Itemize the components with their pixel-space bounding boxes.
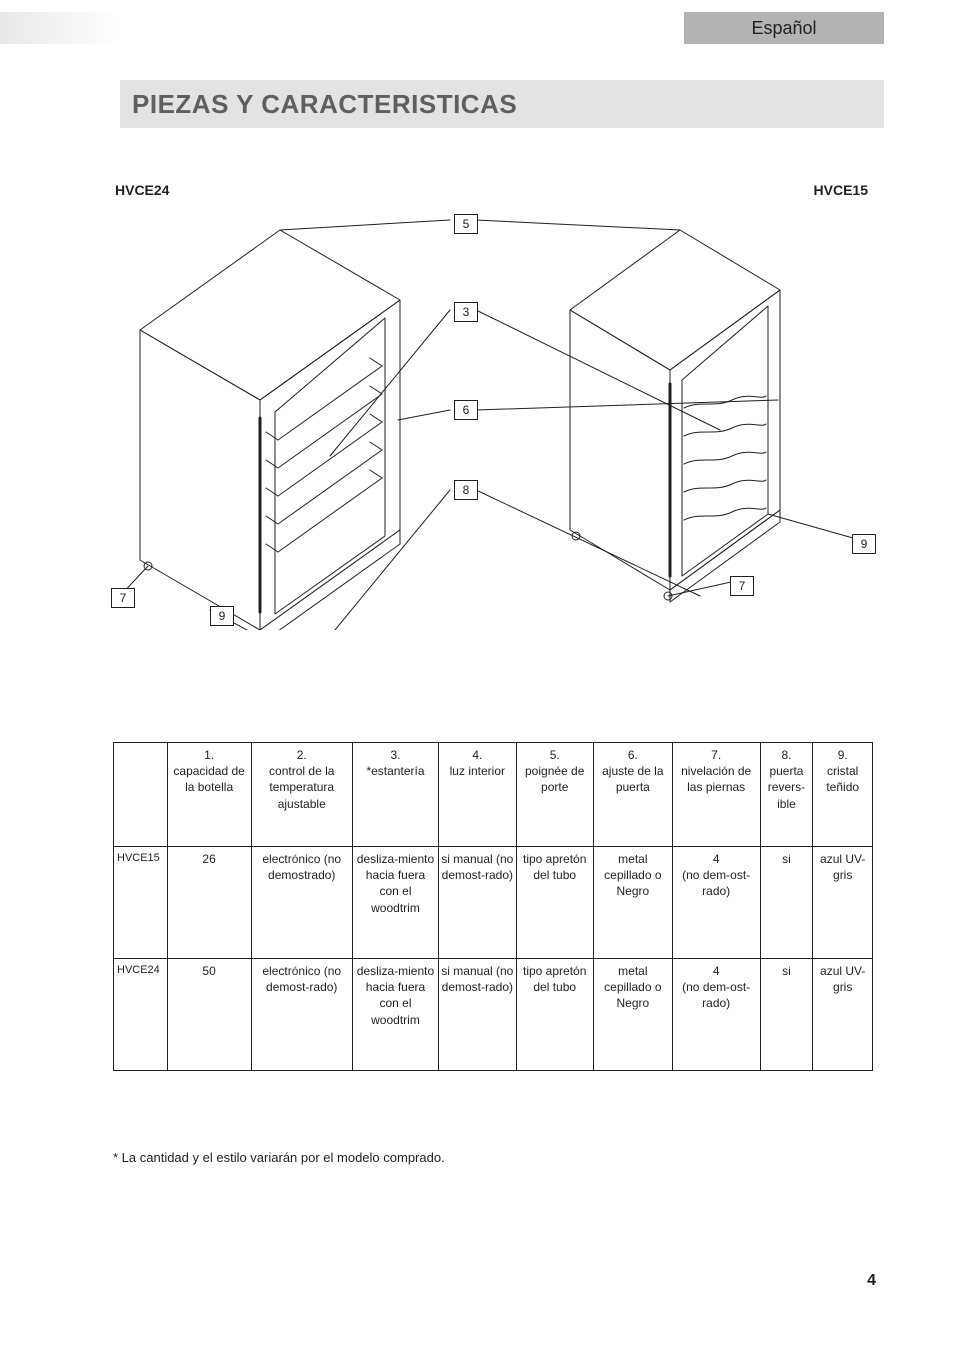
table-cell: metal cepillado o Negro: [593, 959, 672, 1071]
table-header-cell: 3.*estantería: [352, 743, 438, 847]
table-header-cell: 8.puerta revers-ible: [760, 743, 813, 847]
table-header-cell: 2.control de la temperatura ajustable: [251, 743, 352, 847]
table-header-row: 1.capacidad de la botella2.control de la…: [114, 743, 873, 847]
callout-9-right: 9: [852, 534, 876, 554]
table-cell: electrónico (no demost-rado): [251, 959, 352, 1071]
callout-7-right: 7: [730, 576, 754, 596]
table-header-cell: 6.ajuste de la puerta: [593, 743, 672, 847]
table-row: HVCE2450electrónico (no demost-rado)desl…: [114, 959, 873, 1071]
table-row: HVCE1526electrónico (no demostrado)desli…: [114, 847, 873, 959]
table-cell: si: [760, 847, 813, 959]
callout-7-left: 7: [111, 588, 135, 608]
table-cell: tipo apretón del tubo: [516, 959, 593, 1071]
callout-9-left: 9: [210, 606, 234, 626]
table-cell: desliza-miento hacia fuera con el woodtr…: [352, 847, 438, 959]
table-cell: 26: [167, 847, 251, 959]
footnote: * La cantidad y el estilo variarán por e…: [113, 1150, 445, 1165]
callout-5: 5: [454, 214, 478, 234]
callout-6: 6: [454, 400, 478, 420]
language-tab: Español: [684, 12, 884, 44]
callout-8: 8: [454, 480, 478, 500]
page-number: 4: [867, 1272, 876, 1290]
table-cell: azul UV-gris: [813, 959, 873, 1071]
section-title: PIEZAS Y CARACTERISTICAS: [132, 89, 517, 120]
table-cell: si: [760, 959, 813, 1071]
product-diagram: [100, 160, 880, 630]
table-cell: 50: [167, 959, 251, 1071]
table-corner-cell: [114, 743, 168, 847]
table-header-cell: 4.luz interior: [439, 743, 516, 847]
table-cell: 4(no dem-ost-rado): [672, 847, 760, 959]
table-cell: tipo apretón del tubo: [516, 847, 593, 959]
callout-3: 3: [454, 302, 478, 322]
table-cell: azul UV-gris: [813, 847, 873, 959]
table-cell: desliza-miento hacia fuera con el woodtr…: [352, 959, 438, 1071]
table-header-cell: 1.capacidad de la botella: [167, 743, 251, 847]
table-header-cell: 7.nivelación de las piernas: [672, 743, 760, 847]
table-row-header: HVCE24: [114, 959, 168, 1071]
table-cell: electrónico (no demostrado): [251, 847, 352, 959]
table-header-cell: 9.cristal teñido: [813, 743, 873, 847]
table-cell: si manual (no demost-rado): [439, 847, 516, 959]
feature-table: 1.capacidad de la botella2.control de la…: [113, 742, 873, 1071]
section-title-bar: PIEZAS Y CARACTERISTICAS: [120, 80, 884, 128]
table-cell: 4(no dem-ost-rado): [672, 959, 760, 1071]
table-header-cell: 5.poignée de porte: [516, 743, 593, 847]
table-cell: si manual (no demost-rado): [439, 959, 516, 1071]
top-left-fade: [0, 12, 120, 44]
table-row-header: HVCE15: [114, 847, 168, 959]
table-cell: metal cepillado o Negro: [593, 847, 672, 959]
